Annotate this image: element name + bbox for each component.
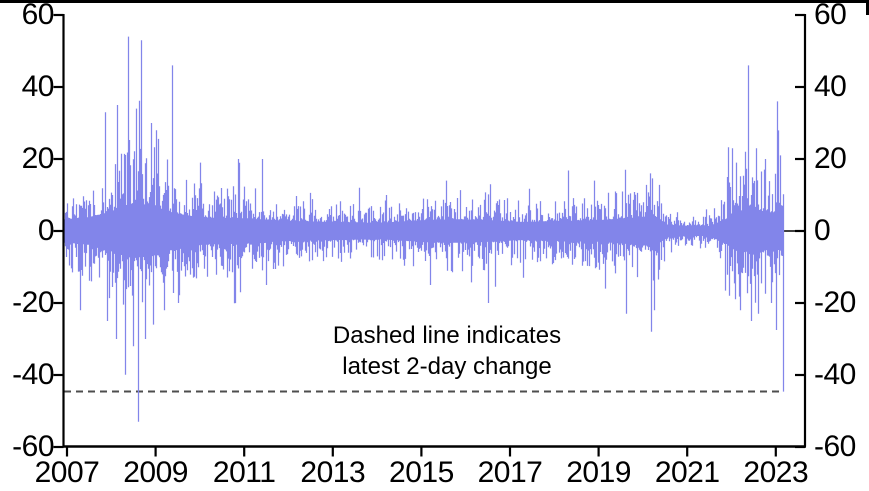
x-axis-label: 2019 xyxy=(566,456,631,489)
y-axis-label-right: 0 xyxy=(814,214,831,247)
x-axis-label: 2021 xyxy=(654,456,720,489)
y-axis-label-left: -40 xyxy=(12,358,54,391)
y-axis-label-right: -60 xyxy=(814,430,856,463)
right-border-notch xyxy=(866,0,869,15)
y-axis-label-left: -60 xyxy=(12,430,54,463)
y-axis-label-left: 60 xyxy=(21,0,55,31)
top-border xyxy=(0,0,869,3)
y-axis-label-left: 0 xyxy=(37,214,55,247)
y-axis-label-right: 20 xyxy=(814,142,847,175)
y-axis-label-right: -40 xyxy=(814,358,856,391)
x-axis-label: 2017 xyxy=(477,456,543,489)
x-axis-label: 2023 xyxy=(743,456,809,489)
x-axis-label: 2007 xyxy=(34,456,100,489)
y-axis-label-left: 20 xyxy=(21,142,55,175)
x-axis-label: 2015 xyxy=(389,456,454,489)
annotation-line-2: latest 2-day change xyxy=(342,353,552,380)
y-axis-label-left: -20 xyxy=(12,286,54,319)
y-axis-label-left: 40 xyxy=(21,70,55,103)
y-axis-label-right: 60 xyxy=(814,0,847,31)
x-axis-label: 2009 xyxy=(123,456,188,489)
x-axis-label: 2013 xyxy=(300,456,366,489)
annotation-line-1: Dashed line indicates xyxy=(332,322,562,349)
y-axis-label-right: -20 xyxy=(814,286,856,319)
annotation-text: Dashed line indicates latest 2-day chang… xyxy=(277,320,617,382)
x-axis-label: 2011 xyxy=(212,456,276,489)
y-axis-label-right: 40 xyxy=(814,70,847,103)
